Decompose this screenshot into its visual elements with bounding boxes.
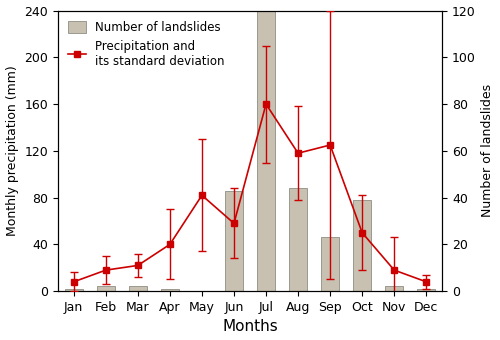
Y-axis label: Monthly precipitation (mm): Monthly precipitation (mm): [6, 66, 18, 236]
Y-axis label: Number of landslides: Number of landslides: [482, 84, 494, 217]
Bar: [161, 289, 178, 291]
Bar: [354, 200, 371, 291]
Bar: [418, 289, 435, 291]
Bar: [322, 237, 339, 291]
Bar: [65, 289, 82, 291]
Bar: [290, 188, 307, 291]
Bar: [386, 287, 403, 291]
Bar: [129, 287, 146, 291]
Bar: [97, 287, 114, 291]
Bar: [257, 11, 275, 291]
Legend: Number of landslides, Precipitation and
its standard deviation: Number of landslides, Precipitation and …: [64, 16, 230, 73]
X-axis label: Months: Months: [222, 320, 278, 335]
Bar: [225, 191, 243, 291]
